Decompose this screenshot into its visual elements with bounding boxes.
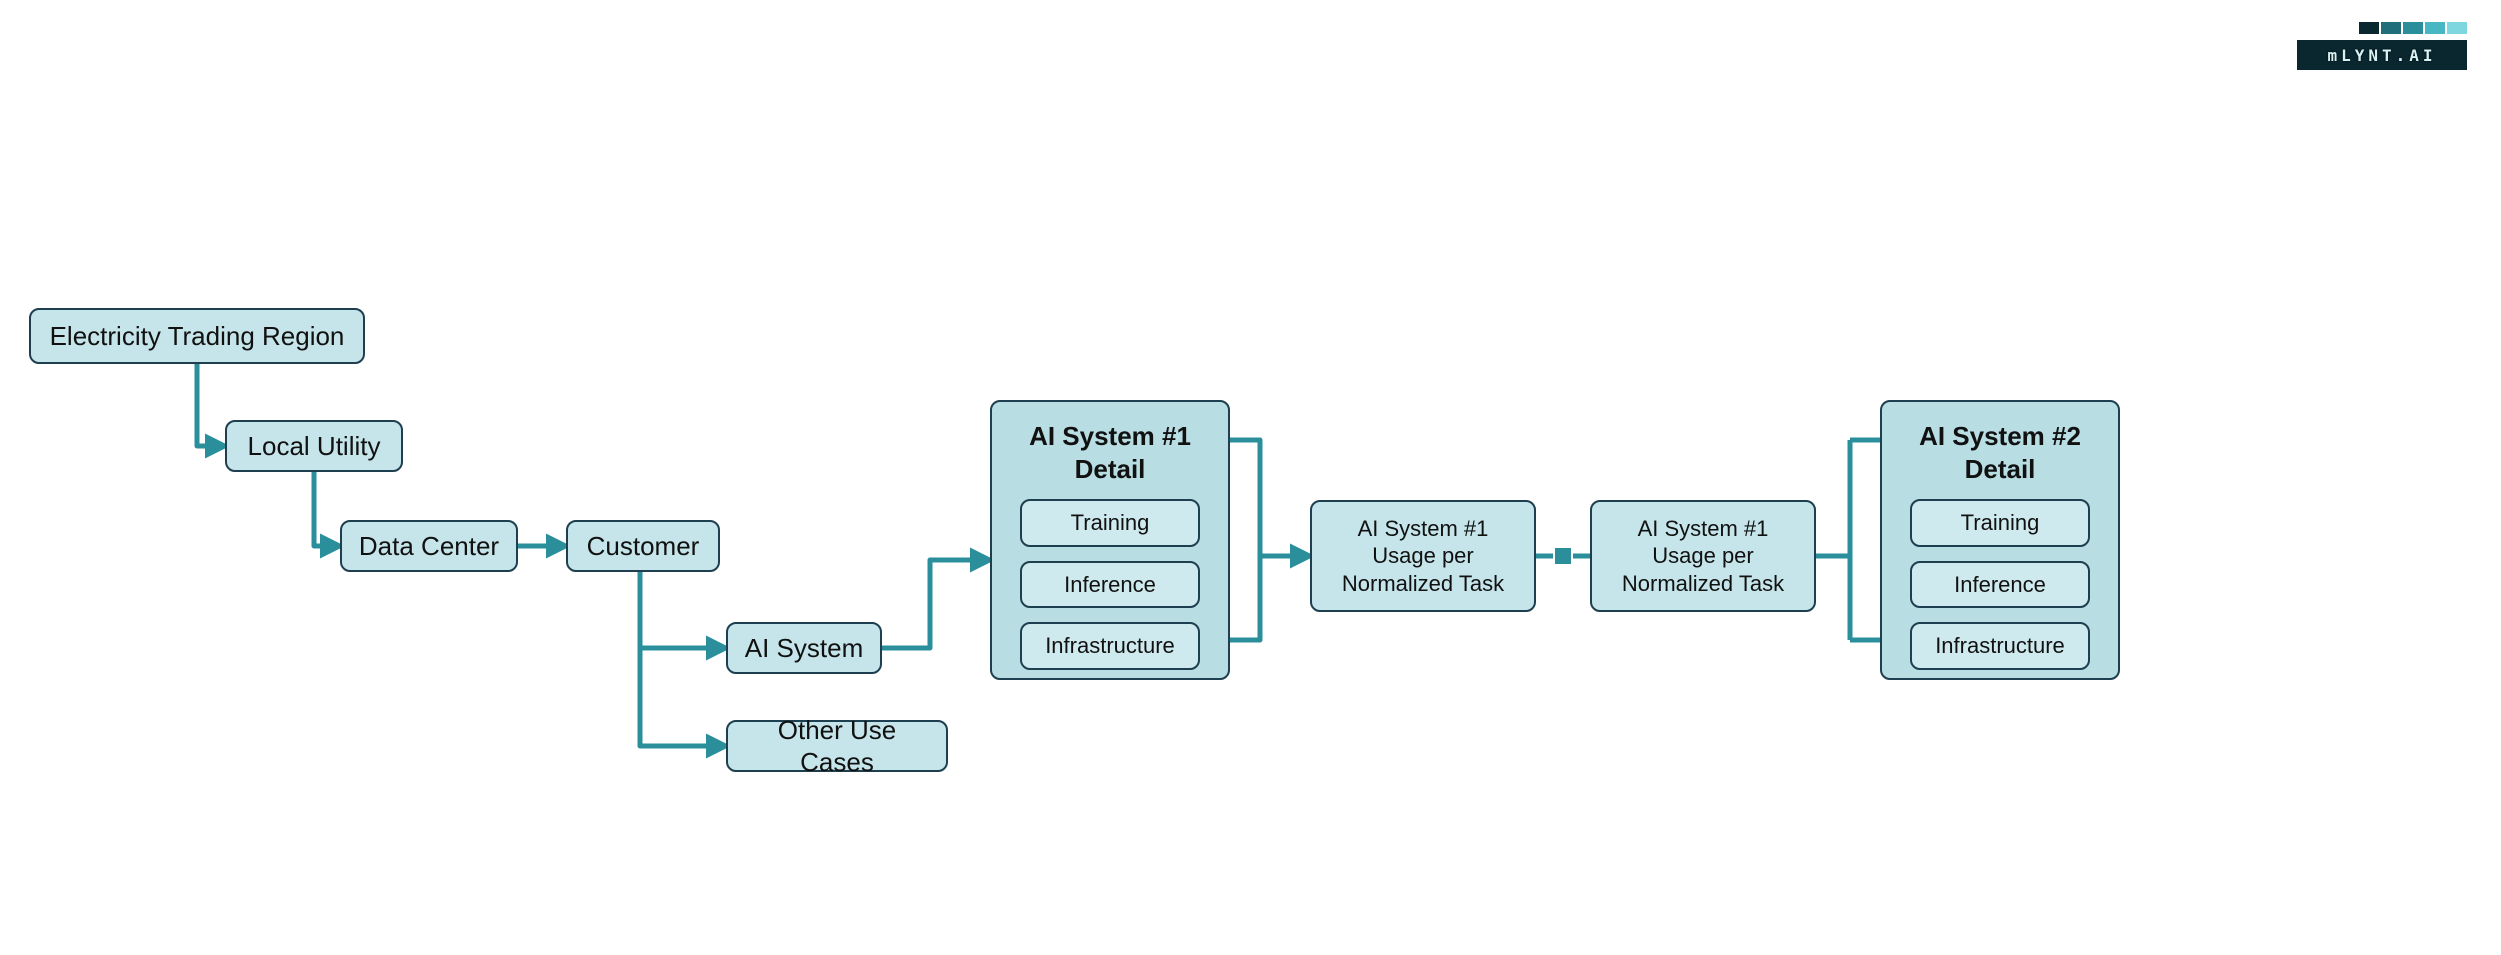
logo-bar-4 (2425, 22, 2445, 34)
node-data-center: Data Center (340, 520, 518, 572)
node-ai-system-1-detail: AI System #1 Detail Training Inference I… (990, 400, 1230, 680)
node-customer: Customer (566, 520, 720, 572)
logo-text: mLYNT.AI (2297, 40, 2467, 70)
logo-bar-3 (2403, 22, 2423, 34)
node-electricity-trading-region: Electricity Trading Region (29, 308, 365, 364)
node-label: Data Center (359, 530, 499, 563)
sub-inference: Inference (1020, 561, 1200, 609)
logo-bar-1 (2359, 22, 2379, 34)
node-label: AI System #1 Usage per Normalized Task (1606, 515, 1800, 598)
diagram-canvas: mLYNT.AI Electricity Trading Region Loca… (0, 0, 2501, 955)
node-other-use-cases: Other Use Cases (726, 720, 948, 772)
node-local-utility: Local Utility (225, 420, 403, 472)
node-label: AI System #1 Usage per Normalized Task (1326, 515, 1520, 598)
logo-bar-5 (2447, 22, 2467, 34)
node-label: Customer (587, 530, 700, 563)
sub-infrastructure: Infrastructure (1020, 622, 1200, 670)
sub-inference: Inference (1910, 561, 2090, 609)
logo-bar-2 (2381, 22, 2401, 34)
node-label: AI System (745, 632, 863, 665)
detail-title: AI System #1 Detail (1014, 420, 1206, 485)
node-ai-system: AI System (726, 622, 882, 674)
sub-training: Training (1020, 499, 1200, 547)
detail-title: AI System #2 Detail (1904, 420, 2096, 485)
logo-color-bars (2359, 22, 2467, 34)
sub-infrastructure: Infrastructure (1910, 622, 2090, 670)
brand-logo: mLYNT.AI (2297, 22, 2467, 70)
node-label: Other Use Cases (742, 714, 932, 779)
node-label: Local Utility (248, 430, 381, 463)
node-usage-1: AI System #1 Usage per Normalized Task (1310, 500, 1536, 612)
node-label: Electricity Trading Region (50, 320, 345, 353)
edges-layer (0, 0, 2501, 955)
node-usage-1b: AI System #1 Usage per Normalized Task (1590, 500, 1816, 612)
sub-training: Training (1910, 499, 2090, 547)
node-ai-system-2-detail: AI System #2 Detail Training Inference I… (1880, 400, 2120, 680)
